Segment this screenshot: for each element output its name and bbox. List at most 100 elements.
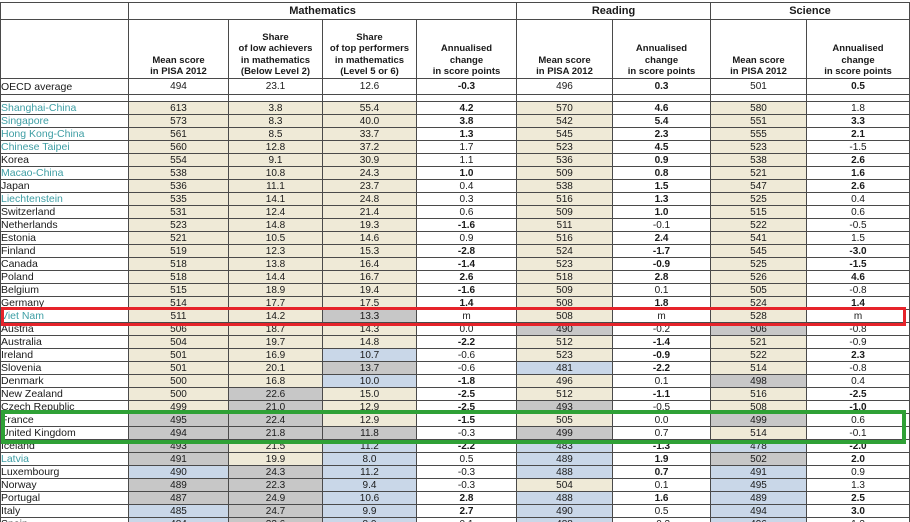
cell-math-low-achievers: 16.9 bbox=[228, 348, 323, 362]
country-name: Shanghai-China bbox=[0, 101, 129, 115]
cell-math-annualised-change: -0.6 bbox=[415, 361, 518, 375]
cell-math-top-performers: 17.5 bbox=[322, 296, 417, 310]
country-name: Estonia bbox=[0, 231, 129, 245]
cell-math-annualised-change: -1.5 bbox=[415, 413, 518, 427]
cell-math-mean: 518 bbox=[128, 257, 229, 271]
cell-reading-annualised-change: 1.3 bbox=[612, 192, 712, 206]
cell-math-annualised-change: 0.0 bbox=[415, 322, 518, 336]
country-name: Spain bbox=[0, 517, 129, 522]
cell-reading-annualised-change: -1.4 bbox=[612, 335, 712, 349]
country-name: Singapore bbox=[0, 114, 129, 128]
cell-science-mean: 501 bbox=[710, 78, 808, 95]
cell-math-mean: 493 bbox=[128, 439, 229, 453]
cell-math-low-achievers: 3.8 bbox=[228, 101, 323, 115]
country-name: Viet Nam bbox=[0, 309, 129, 323]
cell-reading-mean: 483 bbox=[516, 439, 614, 453]
cell-reading-annualised-change: 0.1 bbox=[612, 374, 712, 388]
cell-reading-mean: 504 bbox=[516, 478, 614, 492]
cell-math-annualised-change: 2.6 bbox=[415, 270, 518, 284]
cell-reading-mean: 493 bbox=[516, 400, 614, 414]
oecd-average-row: OECD average 494 23.1 12.6 -0.3 496 0.3 501 0.5 bbox=[0, 78, 910, 95]
cell-reading-mean: 511 bbox=[516, 218, 614, 232]
cell-reading-annualised-change: 1.9 bbox=[612, 452, 712, 466]
cell-math-low-achievers: 10.5 bbox=[228, 231, 323, 245]
header-columns-row: Mean score in PISA 2012 Share of low ach… bbox=[0, 19, 910, 79]
cell-science-annualised-change: 0.5 bbox=[806, 78, 910, 95]
cell-math-mean: 536 bbox=[128, 179, 229, 193]
cell-math-annualised-change: 0.4 bbox=[415, 179, 518, 193]
table-row: Switzerland 531 12.4 21.4 0.6 509 1.0 515 0.6 bbox=[0, 205, 910, 219]
cell-science-mean: 538 bbox=[710, 153, 808, 167]
table-row: Poland 518 14.4 16.7 2.6 518 2.8 526 4.6 bbox=[0, 270, 910, 284]
table-row: Ireland 501 16.9 10.7 -0.6 523 -0.9 522 2.3 bbox=[0, 348, 910, 362]
table-row: Singapore 573 8.3 40.0 3.8 542 5.4 551 3.3 bbox=[0, 114, 910, 128]
cell-math-mean: 487 bbox=[128, 491, 229, 505]
cell-reading-annualised-change: -1.1 bbox=[612, 387, 712, 401]
cell-science-annualised-change: -2.0 bbox=[806, 439, 910, 453]
country-name: Australia bbox=[0, 335, 129, 349]
cell-science-mean: 525 bbox=[710, 192, 808, 206]
cell-math-low-achievers: 14.2 bbox=[228, 309, 323, 323]
cell-reading-annualised-change: 2.8 bbox=[612, 270, 712, 284]
country-name: Finland bbox=[0, 244, 129, 258]
cell-science-annualised-change: -0.1 bbox=[806, 426, 910, 440]
cell-math-mean: 490 bbox=[128, 465, 229, 479]
country-name: Belgium bbox=[0, 283, 129, 297]
table-row: Japan 536 11.1 23.7 0.4 538 1.5 547 2.6 bbox=[0, 179, 910, 193]
cell-science-mean: 502 bbox=[710, 452, 808, 466]
cell-reading-mean: 509 bbox=[516, 283, 614, 297]
cell-math-mean: 535 bbox=[128, 192, 229, 206]
cell-math-top-performers: 8.0 bbox=[322, 452, 417, 466]
cell-math-low-achievers: 20.1 bbox=[228, 361, 323, 375]
cell-science-annualised-change: 0.6 bbox=[806, 413, 910, 427]
cell-math-annualised-change: 1.1 bbox=[415, 153, 518, 167]
cell-math-low-achievers: 21.0 bbox=[228, 400, 323, 414]
cell-science-mean: 545 bbox=[710, 244, 808, 258]
col-header-math-mean: Mean score in PISA 2012 bbox=[128, 19, 229, 79]
cell-math-mean: 506 bbox=[128, 322, 229, 336]
cell-math-top-performers: 14.8 bbox=[322, 335, 417, 349]
cell-science-mean: 514 bbox=[710, 361, 808, 375]
cell-math-top-performers: 23.7 bbox=[322, 179, 417, 193]
cell-reading-annualised-change: 0.7 bbox=[612, 426, 712, 440]
cell-math-top-performers: 19.4 bbox=[322, 283, 417, 297]
cell-science-mean: 541 bbox=[710, 231, 808, 245]
cell-math-annualised-change: 2.8 bbox=[415, 491, 518, 505]
country-name: Japan bbox=[0, 179, 129, 193]
cell-reading-mean: 545 bbox=[516, 127, 614, 141]
cell-math-top-performers: 15.3 bbox=[322, 244, 417, 258]
cell-science-annualised-change: -1.5 bbox=[806, 257, 910, 271]
cell-math-annualised-change: -0.3 bbox=[415, 426, 518, 440]
cell-math-top-performers: 19.3 bbox=[322, 218, 417, 232]
table-row: Netherlands 523 14.8 19.3 -1.6 511 -0.1 522 -0.5 bbox=[0, 218, 910, 232]
table-row: United Kingdom 494 21.8 11.8 -0.3 499 0.7 514 -0… bbox=[0, 426, 910, 440]
country-name: Austria bbox=[0, 322, 129, 336]
cell-math-top-performers: 12.9 bbox=[322, 400, 417, 414]
cell-science-mean: 526 bbox=[710, 270, 808, 284]
cell-reading-mean: 538 bbox=[516, 179, 614, 193]
cell-science-annualised-change: -1.0 bbox=[806, 400, 910, 414]
cell-science-annualised-change: 1.6 bbox=[806, 166, 910, 180]
cell-math-annualised-change: 0.3 bbox=[415, 192, 518, 206]
cell-science-annualised-change: 2.3 bbox=[806, 348, 910, 362]
cell-math-annualised-change: 1.4 bbox=[415, 296, 518, 310]
col-header-reading-annualised-change: Annualised change in score points bbox=[612, 19, 712, 79]
country-name: Switzerland bbox=[0, 205, 129, 219]
cell-math-top-performers: 15.0 bbox=[322, 387, 417, 401]
cell-math-annualised-change: -2.5 bbox=[415, 400, 518, 414]
cell-science-annualised-change: -0.8 bbox=[806, 361, 910, 375]
country-name: Slovenia bbox=[0, 361, 129, 375]
cell-math-low-achievers: 24.9 bbox=[228, 491, 323, 505]
cell-math-mean: 523 bbox=[128, 218, 229, 232]
cell-math-mean: 495 bbox=[128, 413, 229, 427]
cell-science-annualised-change: 2.6 bbox=[806, 179, 910, 193]
cell-math-top-performers: 33.7 bbox=[322, 127, 417, 141]
cell-science-mean: 524 bbox=[710, 296, 808, 310]
cell-science-mean: 515 bbox=[710, 205, 808, 219]
cell-math-mean: 518 bbox=[128, 270, 229, 284]
cell-math-low-achievers: 18.9 bbox=[228, 283, 323, 297]
cell-reading-mean: 509 bbox=[516, 205, 614, 219]
cell-math-annualised-change: -0.3 bbox=[415, 465, 518, 479]
cell-science-annualised-change: 1.4 bbox=[806, 296, 910, 310]
